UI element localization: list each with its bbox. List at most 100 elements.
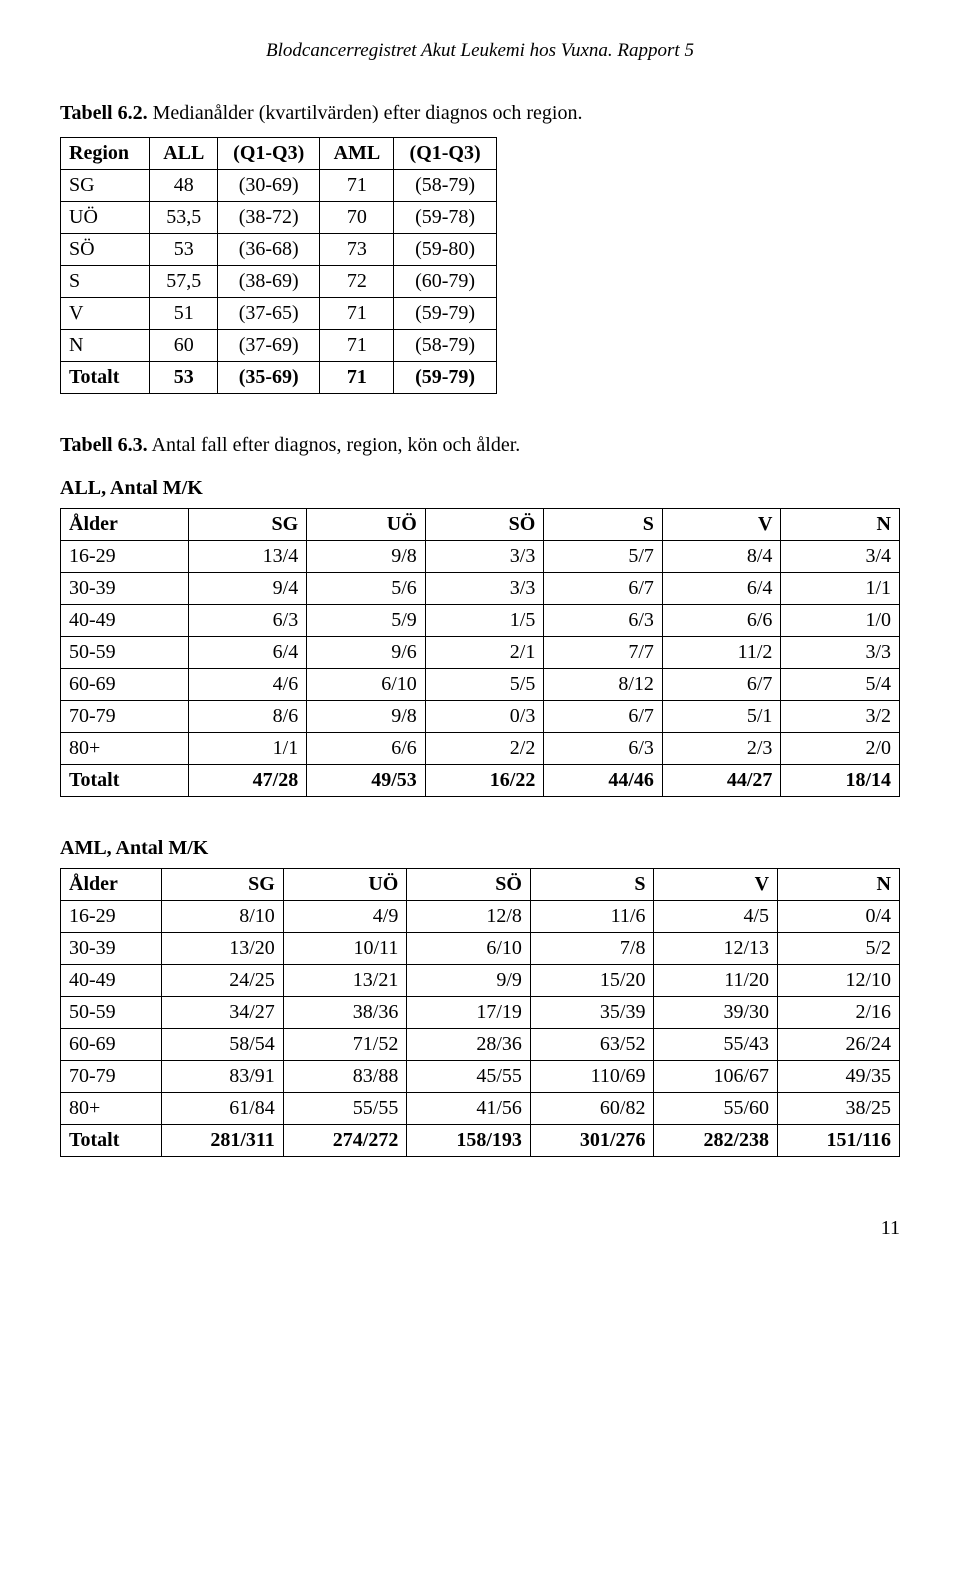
table63-all-cell: 0/3 <box>425 701 544 733</box>
table62-caption: Tabell 6.2. Medianålder (kvartilvärden) … <box>60 102 900 125</box>
table62-col-1: ALL <box>150 138 218 170</box>
table63-all-row: 40-496/35/91/56/36/61/0 <box>61 605 900 637</box>
table63-aml-cell: 0/4 <box>778 901 900 933</box>
table63-aml-cell: 61/84 <box>161 1093 283 1125</box>
table63-aml-row: 50-5934/2738/3617/1935/3939/302/16 <box>61 997 900 1029</box>
table63-all-cell: 3/3 <box>425 573 544 605</box>
table63-all-col-1: SG <box>188 509 307 541</box>
table62: Region ALL (Q1-Q3) AML (Q1-Q3) SG48(30-6… <box>60 137 497 394</box>
table62-cell: (59-80) <box>394 234 496 266</box>
table63-aml-row: 40-4924/2513/219/915/2011/2012/10 <box>61 965 900 997</box>
table63-aml-cell: 12/8 <box>407 901 531 933</box>
table63-all-cell: 1/1 <box>781 573 900 605</box>
table63-aml-cell: 55/60 <box>654 1093 778 1125</box>
table62-cell: S <box>61 266 150 298</box>
table63-aml-cell: 301/276 <box>530 1125 654 1157</box>
table62-cell: 70 <box>320 202 394 234</box>
table63-all-cell: 7/7 <box>544 637 663 669</box>
table63-all-col-3: SÖ <box>425 509 544 541</box>
table63-aml-cell: 10/11 <box>283 933 407 965</box>
table62-row: S57,5(38-69)72(60-79) <box>61 266 497 298</box>
table62-col-4: (Q1-Q3) <box>394 138 496 170</box>
table63-aml-row: 60-6958/5471/5228/3663/5255/4326/24 <box>61 1029 900 1061</box>
table63-aml-cell: 58/54 <box>161 1029 283 1061</box>
table63-all-cell: 1/0 <box>781 605 900 637</box>
table63-all-row: 50-596/49/62/17/711/23/3 <box>61 637 900 669</box>
table63-aml-cell: 151/116 <box>778 1125 900 1157</box>
table62-cell: (60-79) <box>394 266 496 298</box>
table63-aml-cell: 83/88 <box>283 1061 407 1093</box>
table63-all-cell: 8/12 <box>544 669 663 701</box>
table62-cell: (58-79) <box>394 330 496 362</box>
table63-aml-cell: 60/82 <box>530 1093 654 1125</box>
table63-all-header-row: Ålder SG UÖ SÖ S V N <box>61 509 900 541</box>
table63-all-cell: 6/10 <box>307 669 426 701</box>
table63-aml-cell: 38/25 <box>778 1093 900 1125</box>
table62-cell: Totalt <box>61 362 150 394</box>
table63-aml-cell: 158/193 <box>407 1125 531 1157</box>
table62-cell: (37-69) <box>218 330 320 362</box>
table63-all-cell: 9/4 <box>188 573 307 605</box>
table63-aml-col-4: S <box>530 869 654 901</box>
table62-cell: (59-78) <box>394 202 496 234</box>
table63-aml-cell: 5/2 <box>778 933 900 965</box>
table63-aml-cell: 71/52 <box>283 1029 407 1061</box>
table63-aml-cell: 2/16 <box>778 997 900 1029</box>
table63-all-cell: 44/27 <box>662 765 781 797</box>
table63-all-cell: 49/53 <box>307 765 426 797</box>
table62-cell: (36-68) <box>218 234 320 266</box>
table63-aml-row: 70-7983/9183/8845/55110/69106/6749/35 <box>61 1061 900 1093</box>
table63-aml-cell: 70-79 <box>61 1061 162 1093</box>
table63-aml-cell: 274/272 <box>283 1125 407 1157</box>
table62-cell: UÖ <box>61 202 150 234</box>
table62-cell: (30-69) <box>218 170 320 202</box>
table63-all-cell: 6/6 <box>662 605 781 637</box>
table62-cell: 53 <box>150 234 218 266</box>
table62-cell: 51 <box>150 298 218 330</box>
table63-caption-text: Antal fall efter diagnos, region, kön oc… <box>148 434 521 456</box>
table63-all-cell: 5/5 <box>425 669 544 701</box>
table63-aml-cell: 55/55 <box>283 1093 407 1125</box>
table63-aml-cell: 26/24 <box>778 1029 900 1061</box>
table62-caption-label: Tabell 6.2. <box>60 102 148 124</box>
table63-aml-cell: 41/56 <box>407 1093 531 1125</box>
table63-all-cell: 50-59 <box>61 637 189 669</box>
table63-aml-cell: 12/13 <box>654 933 778 965</box>
table63-all-cell: 6/3 <box>188 605 307 637</box>
page-number: 11 <box>60 1217 900 1240</box>
table63-caption-label: Tabell 6.3. <box>60 434 148 456</box>
table62-cell: 57,5 <box>150 266 218 298</box>
table63-aml-row: Totalt281/311274/272158/193301/276282/23… <box>61 1125 900 1157</box>
table63-aml-cell: 16-29 <box>61 901 162 933</box>
table63-aml-cell: 13/21 <box>283 965 407 997</box>
table62-row: N60(37-69)71(58-79) <box>61 330 497 362</box>
table62-row: SG48(30-69)71(58-79) <box>61 170 497 202</box>
table62-cell: SÖ <box>61 234 150 266</box>
table63-all-cell: 5/1 <box>662 701 781 733</box>
table62-cell: 72 <box>320 266 394 298</box>
table63-all-cell: 6/7 <box>544 701 663 733</box>
table63-aml-cell: 28/36 <box>407 1029 531 1061</box>
table63-all-row: Totalt47/2849/5316/2244/4644/2718/14 <box>61 765 900 797</box>
table62-cell: SG <box>61 170 150 202</box>
table63-all-cell: 5/4 <box>781 669 900 701</box>
table62-cell: (59-79) <box>394 362 496 394</box>
table63-aml-cell: Totalt <box>61 1125 162 1157</box>
table62-cell: V <box>61 298 150 330</box>
table63-all-cell: 13/4 <box>188 541 307 573</box>
table63-aml-cell: 17/19 <box>407 997 531 1029</box>
table62-row: V51(37-65)71(59-79) <box>61 298 497 330</box>
table62-cell: 53 <box>150 362 218 394</box>
table63-aml-cell: 12/10 <box>778 965 900 997</box>
table63-aml-col-6: N <box>778 869 900 901</box>
table63-all-col-6: N <box>781 509 900 541</box>
table63-all-cell: 1/1 <box>188 733 307 765</box>
table63-all: Ålder SG UÖ SÖ S V N 16-2913/49/83/35/78… <box>60 508 900 797</box>
table63-all-cell: 70-79 <box>61 701 189 733</box>
table63-aml-cell: 110/69 <box>530 1061 654 1093</box>
table63-all-cell: 6/3 <box>544 733 663 765</box>
table63-all-cell: 2/0 <box>781 733 900 765</box>
table63-caption: Tabell 6.3. Antal fall efter diagnos, re… <box>60 434 900 457</box>
table63-all-cell: 11/2 <box>662 637 781 669</box>
table63-aml-row: 16-298/104/912/811/64/50/4 <box>61 901 900 933</box>
